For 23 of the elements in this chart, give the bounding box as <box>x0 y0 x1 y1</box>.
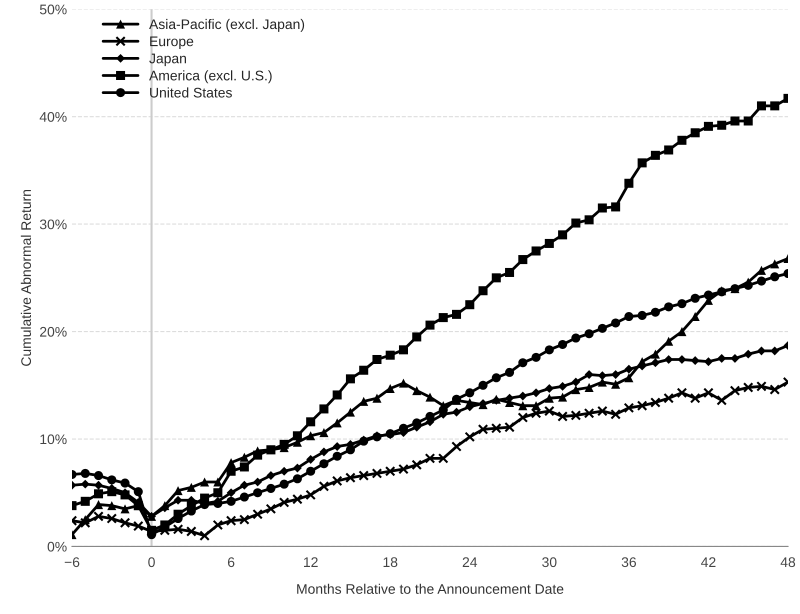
y-tick-label: 20% <box>40 326 67 337</box>
x-tick-label: 36 <box>622 557 636 568</box>
x-axis-title: Months Relative to the Announcement Date <box>297 584 564 594</box>
x-tick-label: 24 <box>462 557 478 567</box>
x-tick-label: 0 <box>148 557 155 568</box>
legend-label: United States <box>150 87 232 98</box>
legend-label: America (excl. U.S.) <box>149 70 272 84</box>
y-tick-label: 50% <box>40 4 67 14</box>
x-tick-label: 30 <box>542 557 557 568</box>
y-axis-title: Cumulative Abnormal Return <box>20 190 32 366</box>
y-tick-label: 0% <box>48 542 67 552</box>
y-tick-label: 10% <box>40 434 67 444</box>
x-tick-label: 18 <box>384 557 398 568</box>
legend-label: Asia-Pacific (excl. Japan) <box>149 18 304 32</box>
x-tick-label: 48 <box>780 557 796 568</box>
x-tick-label: 42 <box>701 557 716 567</box>
y-tick-label: 40% <box>40 112 67 122</box>
legend-label: Japan <box>149 54 186 66</box>
legend-label: Europe <box>150 36 194 49</box>
y-tick-label: 30% <box>40 219 67 230</box>
x-tick-label: −6 <box>64 557 80 568</box>
x-tick-label: 6 <box>228 557 234 568</box>
x-tick-label: 12 <box>304 557 318 567</box>
